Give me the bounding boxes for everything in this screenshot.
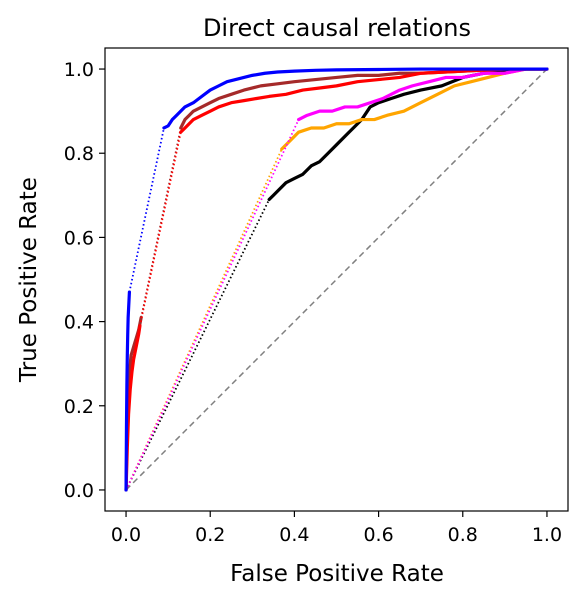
roc-curve-main-segment [162, 67, 549, 130]
y-tick-label: 0.6 [64, 227, 94, 249]
x-tick-label: 0.2 [195, 524, 225, 546]
y-tick-label: 0.8 [64, 143, 94, 165]
plot-area [124, 67, 549, 492]
roc-curve-2 [125, 67, 549, 491]
plot-frame [104, 47, 569, 512]
roc-curve-main-segment [179, 67, 549, 134]
x-tick-label: 0.6 [363, 524, 393, 546]
x-tick-label: 0.4 [279, 524, 309, 546]
roc-curve-main-segment [280, 67, 549, 151]
x-tick-label: 0.0 [111, 524, 141, 546]
roc-curve-lead-segment [124, 290, 132, 492]
roc-curve-1 [125, 67, 549, 491]
y-tick-label: 0.0 [64, 480, 94, 502]
y-axis-label: True Positive Rate [16, 177, 42, 383]
y-tick-label: 0.2 [64, 396, 94, 418]
roc-curve-dotted-segment [125, 119, 300, 491]
y-tick-label: 1.0 [64, 59, 94, 81]
x-tick-label: 0.8 [448, 524, 478, 546]
roc-curve-main-segment [297, 67, 549, 122]
axis-ticks: 0.0 0.2 0.4 0.6 0.8 1.0 0.0 0.2 0.4 0.6 0.8 1.0 [64, 59, 562, 546]
x-tick-label: 1.0 [532, 524, 562, 546]
roc-curve-dotted-segment [139, 131, 182, 326]
roc-curve-main-segment [179, 67, 549, 130]
x-axis-label: False Positive Rate [230, 561, 444, 587]
y-tick-label: 0.4 [64, 312, 94, 334]
chart-title: Direct causal relations [203, 14, 471, 42]
roc-curve-5 [124, 67, 549, 492]
roc-curve-dotted-segment [125, 199, 270, 491]
reference-diagonal [125, 68, 548, 491]
roc-curve-dotted-segment [128, 127, 165, 293]
roc-curve-dotted-segment [125, 148, 283, 491]
